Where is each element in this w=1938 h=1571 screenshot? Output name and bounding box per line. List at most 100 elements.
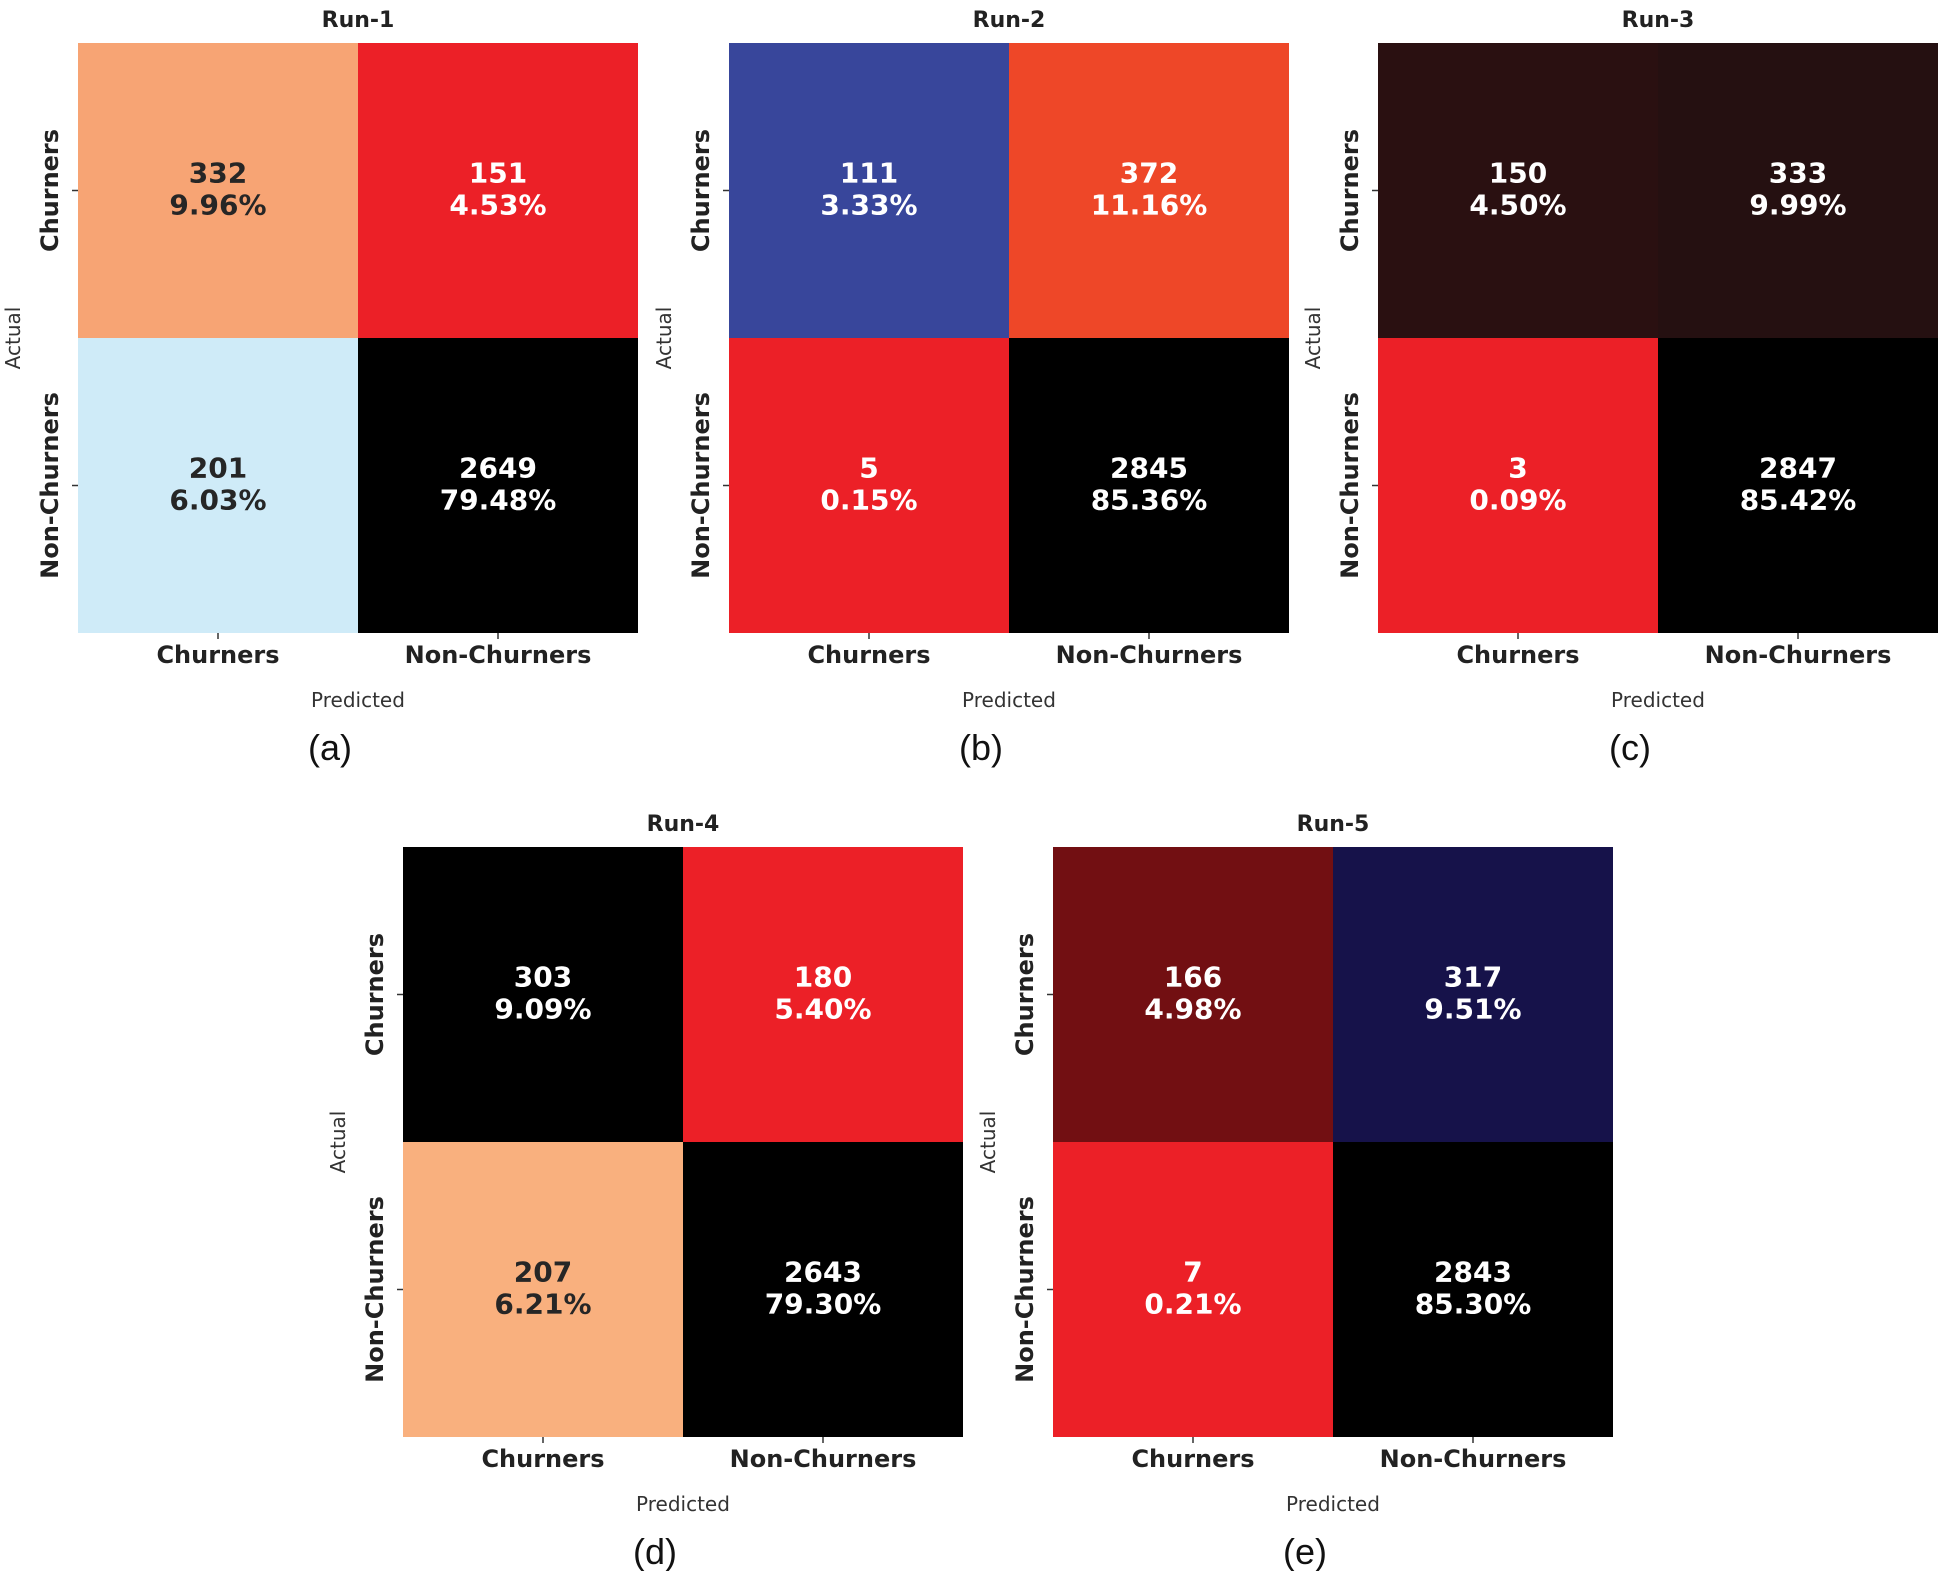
x-tick-label: Churners [807,641,930,669]
matrix-cell-r1-c1 [358,338,638,633]
matrix-cell-r0-c0 [1053,847,1333,1142]
cell-count-label: 372 [1120,157,1178,190]
y-axis-label: Actual [326,1111,350,1174]
cell-percent-label: 6.03% [169,484,266,517]
matrix-cell-r1-c0 [1378,338,1658,633]
cell-count-label: 317 [1444,961,1502,994]
matrix-cell-r1-c1 [1009,338,1289,633]
cell-count-label: 303 [514,961,572,994]
x-axis-label: Predicted [962,688,1056,712]
cell-count-label: 332 [189,157,247,190]
y-axis-label: Actual [1301,307,1325,370]
x-tick-label: Non-Churners [1380,1445,1567,1473]
cell-count-label: 166 [1164,961,1222,994]
x-tick-label: Churners [1131,1445,1254,1473]
x-axis-label: Predicted [636,1492,730,1516]
y-axis-label: Actual [652,307,676,370]
x-axis-label: Predicted [1611,688,1705,712]
cell-percent-label: 9.99% [1749,189,1846,222]
y-tick-label: Non-Churners [361,1196,389,1383]
y-tick-label: Non-Churners [1336,392,1364,579]
matrix-cell-r0-c0 [403,847,683,1142]
cell-percent-label: 6.21% [494,1288,591,1321]
cell-percent-label: 4.98% [1144,993,1241,1026]
cell-percent-label: 0.21% [1144,1288,1241,1321]
cell-count-label: 333 [1769,157,1827,190]
matrix-cell-r1-c1 [1658,338,1938,633]
matrix-cell-r1-c0 [729,338,1009,633]
y-axis-label: Actual [976,1111,1000,1174]
cell-count-label: 150 [1489,157,1547,190]
cell-percent-label: 0.15% [820,484,917,517]
matrix-cell-r1-c1 [683,1142,963,1437]
matrix-cell-r0-c1 [683,847,963,1142]
cell-percent-label: 9.96% [169,189,266,222]
y-tick-label: Churners [361,933,389,1056]
cell-percent-label: 9.51% [1424,993,1521,1026]
matrix-cell-r0-c1 [1333,847,1613,1142]
matrix-cell-r1-c0 [1053,1142,1333,1437]
cell-percent-label: 5.40% [774,993,871,1026]
cell-count-label: 7 [1183,1256,1202,1289]
cell-percent-label: 85.30% [1415,1288,1532,1321]
cell-count-label: 201 [189,452,247,485]
x-tick-label: Churners [156,641,279,669]
cell-percent-label: 4.50% [1469,189,1566,222]
panel-caption: (c) [1609,727,1651,768]
cell-count-label: 5 [859,452,878,485]
y-tick-label: Churners [1011,933,1039,1056]
x-tick-label: Non-Churners [1056,641,1243,669]
cell-percent-label: 9.09% [494,993,591,1026]
cell-count-label: 2643 [784,1256,862,1289]
cell-count-label: 2845 [1110,452,1188,485]
cell-percent-label: 85.42% [1740,484,1857,517]
matrix-cell-r0-c1 [1658,43,1938,338]
matrix-cell-r0-c0 [1378,43,1658,338]
matrix-cell-r1-c1 [1333,1142,1613,1437]
x-tick-label: Churners [481,1445,604,1473]
y-tick-label: Churners [687,129,715,252]
x-tick-label: Non-Churners [730,1445,917,1473]
x-tick-label: Non-Churners [1705,641,1892,669]
cell-count-label: 207 [514,1256,572,1289]
panel-caption: (e) [1283,1531,1327,1571]
cell-percent-label: 3.33% [820,189,917,222]
cell-percent-label: 85.36% [1091,484,1208,517]
x-tick-label: Churners [1456,641,1579,669]
panel-title: Run-1 [322,8,395,33]
cell-percent-label: 11.16% [1091,189,1208,222]
panel-caption: (a) [308,727,352,768]
panel-title: Run-4 [647,812,720,837]
cell-percent-label: 79.30% [765,1288,882,1321]
y-tick-label: Churners [36,129,64,252]
matrix-cell-r0-c1 [358,43,638,338]
cell-percent-label: 79.48% [440,484,557,517]
x-axis-label: Predicted [311,688,405,712]
y-tick-label: Non-Churners [687,392,715,579]
y-axis-label: Actual [1,307,25,370]
cell-count-label: 2843 [1434,1256,1512,1289]
cell-count-label: 180 [794,961,852,994]
cell-count-label: 3 [1508,452,1527,485]
cell-count-label: 2847 [1759,452,1837,485]
y-tick-label: Non-Churners [36,392,64,579]
panel-title: Run-5 [1297,812,1370,837]
cell-count-label: 111 [840,157,898,190]
matrix-cell-r0-c0 [78,43,358,338]
matrix-cell-r1-c0 [78,338,358,633]
matrix-cell-r0-c1 [1009,43,1289,338]
panel-title: Run-2 [973,8,1046,33]
y-tick-label: Churners [1336,129,1364,252]
matrix-cell-r0-c0 [729,43,1009,338]
cell-count-label: 2649 [459,452,537,485]
x-tick-label: Non-Churners [405,641,592,669]
panel-title: Run-3 [1622,8,1695,33]
panel-caption: (b) [959,727,1003,768]
cell-percent-label: 0.09% [1469,484,1566,517]
x-axis-label: Predicted [1286,1492,1380,1516]
